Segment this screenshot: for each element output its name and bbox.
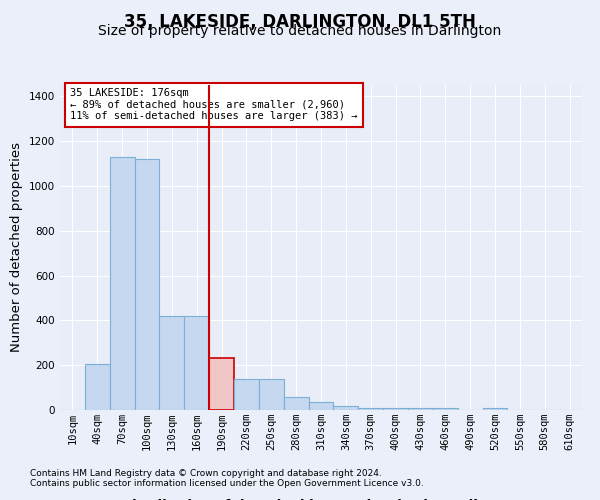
Bar — [433, 408, 458, 410]
Text: 35, LAKESIDE, DARLINGTON, DL1 5TH: 35, LAKESIDE, DARLINGTON, DL1 5TH — [124, 12, 476, 30]
Bar — [334, 406, 358, 410]
Bar — [284, 396, 308, 410]
Bar — [110, 156, 134, 410]
Bar — [160, 316, 184, 410]
Text: Contains HM Land Registry data © Crown copyright and database right 2024.: Contains HM Land Registry data © Crown c… — [30, 468, 382, 477]
Bar — [184, 316, 209, 410]
Bar — [482, 408, 508, 410]
Bar — [85, 364, 110, 410]
Bar — [358, 408, 383, 410]
Text: Contains public sector information licensed under the Open Government Licence v3: Contains public sector information licen… — [30, 478, 424, 488]
Bar — [259, 378, 284, 410]
Bar — [408, 408, 433, 410]
Bar — [308, 402, 334, 410]
Bar — [134, 159, 160, 410]
Y-axis label: Number of detached properties: Number of detached properties — [10, 142, 23, 352]
Text: Size of property relative to detached houses in Darlington: Size of property relative to detached ho… — [98, 24, 502, 38]
X-axis label: Distribution of detached houses by size in Darlington: Distribution of detached houses by size … — [121, 499, 521, 500]
Bar — [234, 378, 259, 410]
Text: 35 LAKESIDE: 176sqm
← 89% of detached houses are smaller (2,960)
11% of semi-det: 35 LAKESIDE: 176sqm ← 89% of detached ho… — [70, 88, 358, 122]
Bar — [383, 408, 408, 410]
Bar — [209, 358, 234, 410]
